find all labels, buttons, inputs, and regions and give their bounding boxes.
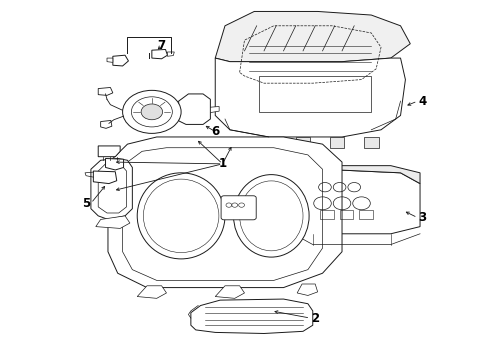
Polygon shape	[293, 169, 419, 234]
Polygon shape	[98, 146, 120, 157]
Polygon shape	[215, 286, 244, 298]
Polygon shape	[137, 286, 166, 298]
Polygon shape	[108, 137, 341, 288]
Polygon shape	[293, 166, 419, 184]
Polygon shape	[329, 137, 344, 148]
Bar	[339, 211, 352, 220]
Circle shape	[141, 104, 162, 120]
Polygon shape	[101, 121, 112, 129]
Ellipse shape	[233, 175, 308, 257]
Polygon shape	[152, 49, 167, 59]
Ellipse shape	[137, 173, 224, 259]
Polygon shape	[93, 171, 117, 184]
Bar	[320, 211, 333, 220]
Polygon shape	[167, 52, 174, 56]
Text: 6: 6	[211, 125, 219, 138]
Polygon shape	[190, 299, 312, 333]
Polygon shape	[170, 102, 178, 108]
Polygon shape	[210, 107, 219, 113]
Circle shape	[122, 90, 181, 134]
Text: 4: 4	[418, 95, 426, 108]
Text: 2: 2	[310, 311, 319, 325]
Polygon shape	[215, 58, 405, 137]
Polygon shape	[98, 87, 113, 95]
Polygon shape	[295, 137, 310, 148]
Polygon shape	[278, 180, 293, 223]
Polygon shape	[215, 12, 409, 62]
Text: 3: 3	[418, 211, 426, 224]
Polygon shape	[96, 216, 130, 228]
Polygon shape	[178, 94, 210, 125]
Polygon shape	[105, 158, 123, 170]
FancyBboxPatch shape	[221, 196, 256, 220]
Polygon shape	[113, 55, 128, 66]
Polygon shape	[297, 284, 317, 296]
Text: 1: 1	[218, 157, 226, 170]
Text: 7: 7	[157, 39, 165, 52]
Bar	[358, 211, 372, 220]
Polygon shape	[91, 158, 132, 220]
Polygon shape	[363, 137, 378, 148]
Polygon shape	[261, 137, 276, 148]
Polygon shape	[107, 58, 113, 62]
Text: 5: 5	[81, 197, 90, 210]
